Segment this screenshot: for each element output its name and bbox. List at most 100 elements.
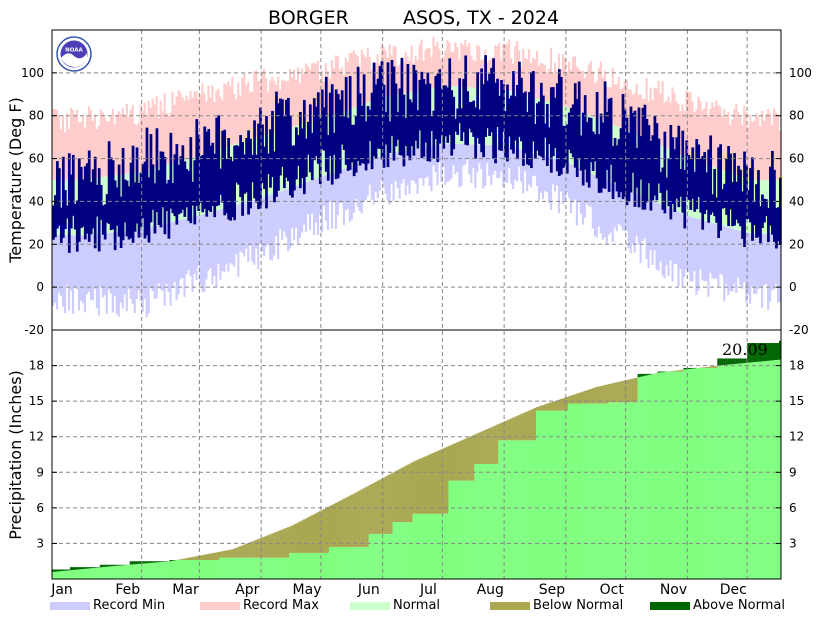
record-max-bar: [221, 100, 224, 149]
record-min-bar: [522, 150, 525, 194]
observed-precip-bar: [442, 513, 445, 579]
record-min-bar: [705, 221, 708, 281]
observed-precip-bar: [655, 373, 658, 579]
observed-temp-bar: [486, 80, 489, 129]
observed-temp-bar: [767, 207, 770, 243]
observed-precip-bar: [539, 410, 543, 579]
observed-precip-bar: [139, 563, 142, 579]
observed-temp-bar: [424, 84, 428, 143]
observed-temp-bar: [111, 160, 115, 230]
observed-temp-bar: [651, 135, 655, 201]
record-min-bar: [559, 160, 563, 192]
observed-precip-bar: [265, 557, 268, 579]
below-normal-bar: [436, 451, 439, 514]
legend-swatch-normal: [350, 601, 390, 610]
above-normal-bar: [52, 569, 55, 572]
observed-precip-bar: [370, 533, 373, 579]
observed-precip-bar: [129, 564, 132, 579]
record-max-bar: [147, 100, 150, 170]
observed-temp-bar: [229, 156, 233, 221]
observed-precip-bar: [625, 402, 628, 579]
observed-precip-bar: [275, 557, 278, 579]
below-normal-bar: [348, 495, 351, 547]
observed-temp-bar: [135, 147, 139, 224]
record-min-bar: [227, 207, 230, 272]
below-normal-bar: [197, 555, 200, 561]
observed-precip-bar: [657, 372, 660, 579]
observed-temp-bar: [396, 112, 400, 140]
observed-temp-bar: [498, 95, 501, 151]
observed-precip-bar: [494, 463, 497, 579]
legend-label-above-normal: Above Normal: [693, 598, 785, 613]
observed-precip-bar: [209, 560, 212, 579]
record-min-bar: [372, 158, 375, 205]
record-min-bar: [201, 214, 204, 292]
observed-temp-bar: [117, 164, 121, 237]
observed-precip-bar: [304, 552, 308, 579]
observed-precip-bar: [406, 522, 409, 579]
record-min-bar: [123, 231, 126, 295]
observed-temp-bar: [153, 183, 157, 234]
record-max-bar: [707, 115, 710, 166]
record-max-bar: [151, 98, 154, 169]
below-normal-bar: [209, 553, 212, 561]
observed-precip-bar: [376, 533, 379, 579]
record-max-bar: [659, 93, 662, 146]
observed-temp-bar: [627, 132, 631, 202]
observed-precip-bar: [683, 369, 686, 579]
observed-precip-bar: [522, 440, 525, 579]
observed-temp-bar: [657, 138, 661, 184]
record-min-bar: [711, 222, 714, 278]
observed-precip-bar: [448, 480, 451, 579]
observed-temp-bar: [681, 130, 685, 213]
record-min-bar: [334, 171, 337, 229]
below-normal-bar: [362, 488, 365, 547]
observed-temp-bar: [757, 170, 760, 238]
above-normal-bar: [773, 343, 776, 361]
observed-precip-bar: [460, 480, 463, 579]
below-normal-bar: [267, 535, 270, 558]
observed-precip-bar: [699, 367, 702, 579]
record-min-bar: [53, 234, 57, 303]
record-max-bar: [137, 122, 140, 172]
observed-precip-bar: [360, 546, 363, 579]
below-normal-bar: [259, 538, 262, 558]
record-min-bar: [741, 231, 744, 289]
record-min-bar: [263, 197, 266, 257]
record-max-bar: [719, 106, 722, 170]
observed-temp-bar: [145, 127, 149, 236]
record-max-bar: [510, 58, 513, 92]
above-normal-bar: [761, 343, 764, 362]
record-max-bar: [207, 85, 210, 153]
record-min-bar: [71, 235, 75, 314]
record-max-bar: [697, 96, 700, 162]
observed-temp-bar: [378, 66, 382, 150]
above-normal-bar: [61, 569, 65, 571]
observed-temp-bar: [751, 157, 754, 241]
observed-temp-bar: [763, 198, 766, 223]
record-max-bar: [267, 91, 270, 134]
record-min-bar: [73, 235, 77, 288]
record-min-bar: [203, 214, 206, 293]
record-min-bar: [151, 226, 154, 292]
precip-tick-label-right: 15: [789, 394, 804, 408]
record-min-bar: [765, 234, 768, 284]
record-min-bar: [611, 183, 614, 243]
observed-temp-bar: [207, 129, 211, 211]
observed-temp-bar: [400, 57, 404, 156]
record-max-bar: [619, 89, 622, 128]
record-max-bar: [623, 81, 626, 130]
above-normal-bar: [739, 358, 742, 364]
below-normal-bar: [522, 413, 525, 441]
below-normal-bar: [514, 416, 517, 441]
below-normal-bar: [314, 513, 318, 553]
above-normal-bar: [737, 358, 740, 364]
record-max-bar: [679, 111, 682, 155]
observed-temp-bar: [448, 58, 452, 135]
observed-precip-bar: [751, 362, 754, 579]
record-max-bar: [496, 45, 499, 90]
below-normal-bar: [320, 510, 324, 553]
record-min-bar: [703, 220, 706, 282]
record-min-bar: [135, 229, 138, 299]
observed-precip-bar: [498, 440, 501, 579]
